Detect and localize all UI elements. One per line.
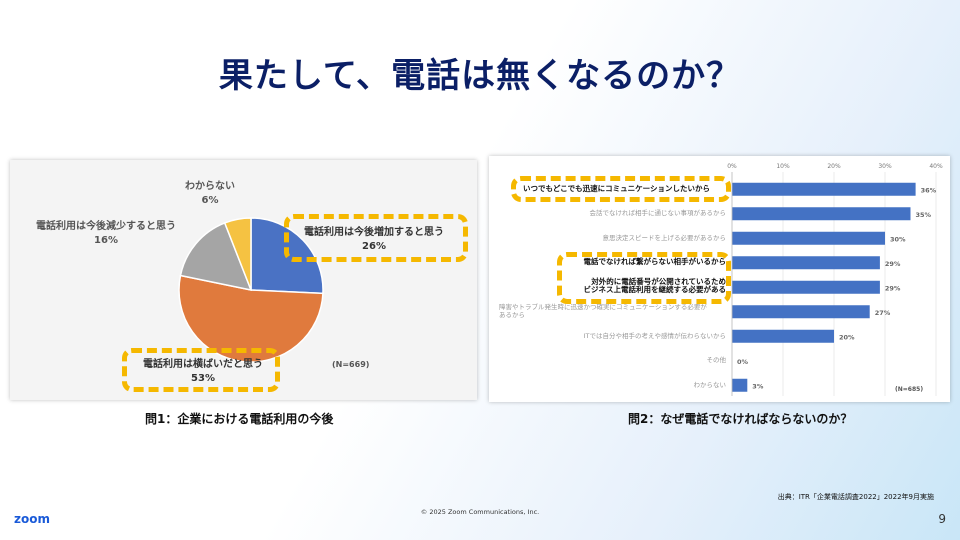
highlight-box-increase <box>284 214 468 262</box>
pie-label-unknown-value: 6% <box>201 195 219 206</box>
pie-label-unknown: わからない 6% <box>180 180 240 208</box>
bar <box>732 280 880 294</box>
pie-label-flat-value: 53% <box>191 373 215 384</box>
bar <box>732 231 885 245</box>
pie-label-flat-name: 電話利用は横ばいだと思う <box>143 359 263 370</box>
pie-label-decrease-value: 16% <box>94 235 118 246</box>
pie-slice <box>223 217 252 291</box>
right-chart-caption: 問2：なぜ電話でなければならないのか？ <box>628 412 853 426</box>
bar <box>732 305 870 319</box>
copyright-text: © 2025 Zoom Communications, Inc. <box>420 508 540 516</box>
slide-title: 果たして、電話は無くなるのか？ <box>218 56 742 96</box>
pie-label-increase: 電話利用は今後増加すると思う 26% <box>294 226 454 254</box>
bar-category-label: 意思決定スピードを上げる必要があるから <box>602 233 727 242</box>
bar-category-label: いつでもどこでも迅速にコミュニケーションしたいから <box>523 183 710 193</box>
bar <box>732 329 834 343</box>
pie-sample-size: (N=669) <box>332 360 370 369</box>
highlight-box-flat <box>122 348 280 392</box>
bar-category-label: 対外的に電話番号が公開されているため ビジネス上電話利用を継続する必要がある <box>583 277 727 295</box>
bar-category-label: その他 <box>706 356 727 365</box>
bar <box>732 378 748 392</box>
bar-value-label: 29% <box>885 284 901 292</box>
pie-label-unknown-name: わからない <box>185 181 235 192</box>
bar-category-label: 会話でなければ相手に通じない事項があるから <box>589 209 727 218</box>
bar-tick-label: 20% <box>827 163 841 170</box>
bar-tick-label: 30% <box>878 163 892 170</box>
pie-label-flat: 電話利用は横ばいだと思う 53% <box>128 358 278 386</box>
pie-slice <box>178 274 324 363</box>
bar-sample-size: (N=685) <box>895 386 924 393</box>
bar-value-label: 20% <box>839 333 855 341</box>
pie-label-increase-name: 電話利用は今後増加すると思う <box>304 227 444 238</box>
bar-value-label: 35% <box>916 211 932 219</box>
highlight-box-anytime <box>511 176 731 202</box>
bar <box>732 182 916 196</box>
pie-label-decrease-name: 電話利用は今後減少すると思う <box>36 221 176 232</box>
bar-tick-label: 0% <box>727 163 737 170</box>
bar-category-label: ITでは自分や相手の考えや感情が伝わらないから <box>583 331 726 340</box>
bar-value-label: 3% <box>752 382 764 390</box>
bar-tick-label: 10% <box>776 163 790 170</box>
bar-category-label: 電話でなければ繋がらない相手がいるから <box>583 257 727 267</box>
bar <box>732 256 880 270</box>
page-number: 9 <box>938 512 946 526</box>
bar-value-label: 27% <box>875 309 891 317</box>
pie-chart <box>178 217 324 363</box>
bar-category-label: わからない <box>693 380 727 389</box>
source-note: 出典：ITR「企業電話調査2022」2022年9月実施 <box>777 493 934 501</box>
bar-chart-panel: 0% 10% 20% 30% 40% 36% 35% 30% 29% 29% 27% 20% 0% 3% … <box>489 156 950 402</box>
bar-value-label: 36% <box>921 186 937 194</box>
bar-tick-label: 40% <box>929 163 943 170</box>
pie-chart-panel: わからない 6% 電話利用は今後減少すると思う 16% 電話利用は今後増加すると… <box>10 160 477 400</box>
pie-slice <box>179 221 253 292</box>
pie-label-decrease: 電話利用は今後減少すると思う 16% <box>26 220 186 248</box>
bar-value-label: 0% <box>737 358 749 366</box>
bar <box>732 207 911 221</box>
bar-value-label: 29% <box>885 260 901 268</box>
zoom-logo: zoom <box>14 512 50 526</box>
bar-category-label: 障害やトラブル発生時に迅速かつ確実にコミュニケーションする必要が あるから <box>499 302 707 319</box>
bar-chart: 0% 10% 20% 30% 40% 36% 35% 30% 29% 29% 27% 20% 0% 3% <box>727 163 943 396</box>
highlight-box-reasons <box>557 252 731 304</box>
pie-label-increase-value: 26% <box>362 241 386 252</box>
left-chart-caption: 問1：企業における電話利用の今後 <box>145 412 334 426</box>
bar-value-label: 30% <box>890 235 906 243</box>
